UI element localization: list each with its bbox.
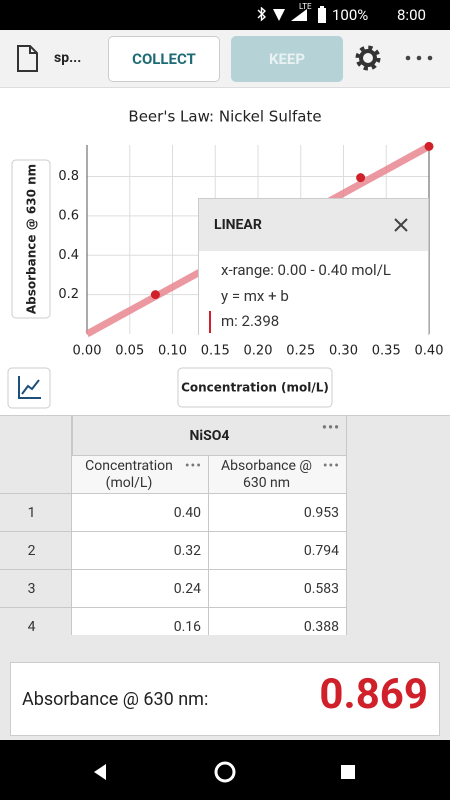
meter-area: Absorbance @ 630 nm: 0.869 [0, 635, 450, 740]
table-cell: 0.794 [209, 532, 347, 570]
x-tick-label: 0.30 [329, 344, 358, 359]
graph-tools-button[interactable] [7, 367, 51, 409]
recents-button[interactable] [341, 765, 355, 779]
fit-x-range: x-range: 0.00 - 0.40 mol/L [221, 261, 391, 279]
column-header[interactable]: Absorbance @ 630 nm ••• [209, 456, 347, 494]
more-icon[interactable] [404, 54, 434, 62]
file-icon[interactable] [16, 44, 40, 74]
fit-panel: LINEAR x-range: 0.00 - 0.40 mol/L y = mx… [198, 198, 429, 335]
x-tick-label: 0.10 [158, 344, 187, 359]
y-axis-label: Absorbance @ 630 nm [25, 164, 39, 314]
more[interactable]: ••• [184, 458, 202, 474]
status-icons [257, 7, 307, 22]
table-cell: 0.583 [209, 570, 347, 608]
fit-panel-header [199, 199, 428, 251]
fit-equation: y = mx + b [221, 287, 289, 305]
x-label-box[interactable] [177, 367, 333, 408]
fit-title: LINEAR [214, 217, 262, 233]
keep-button[interactable]: KEEP [231, 36, 343, 82]
more[interactable]: ••• [322, 458, 340, 474]
x-tick-label: 0.15 [201, 344, 230, 359]
close-icon[interactable] [394, 218, 408, 232]
y-tick-label: 0.6 [58, 208, 79, 223]
column-title: Concentration (mol/L) [85, 457, 173, 491]
toolbar: sp... COLLECT KEEP [0, 30, 450, 88]
chart-title: Beer's Law: Nickel Sulfate [128, 108, 321, 126]
data-point [424, 141, 434, 151]
y-tick-label: 0.4 [58, 248, 79, 263]
row-number: 4 [0, 608, 72, 635]
column-title: Absorbance @ 630 nm [221, 457, 312, 491]
x-tick-label: 0.25 [286, 344, 315, 359]
fit-slope: m: 2.398 [221, 312, 280, 330]
back-button[interactable] [94, 764, 106, 780]
home-button[interactable] [214, 761, 236, 783]
meter-label: Absorbance @ 630 nm: [22, 689, 209, 710]
corner-cell [0, 416, 72, 494]
graph-tools-icon [18, 376, 41, 399]
status-bar: LTE 100% 8:00 [0, 0, 450, 30]
y-tick-label: 0.2 [58, 287, 79, 302]
battery: 100% [332, 6, 369, 24]
table-cell: 0.24 [72, 570, 209, 608]
nav-bar [0, 740, 450, 800]
x-tick-label: 0.00 [73, 344, 102, 359]
meter-value: 0.869 [319, 670, 428, 719]
network: LTE [299, 2, 312, 11]
battery-icon [318, 6, 326, 23]
group-header[interactable]: NiSO4 ••• [72, 416, 347, 456]
x-tick-label: 0.20 [244, 344, 273, 359]
table-cell: 0.32 [72, 532, 209, 570]
row-number: 1 [0, 494, 72, 532]
x-tick-label: 0.35 [372, 344, 401, 359]
x-tick-label: 0.40 [415, 344, 444, 359]
fit-color-bar [209, 311, 211, 333]
group-name: NiSO4 [189, 427, 230, 444]
y-tick-label: 0.8 [58, 169, 79, 184]
table-cell: 0.16 [72, 608, 209, 635]
row-number: 3 [0, 570, 72, 608]
data-point [356, 173, 366, 183]
row-number: 2 [0, 532, 72, 570]
more[interactable]: ••• [321, 420, 340, 436]
y-label-box[interactable] [11, 159, 51, 319]
meter-box [10, 662, 440, 736]
table-cell: 0.40 [72, 494, 209, 532]
settings-icon[interactable] [352, 42, 384, 74]
clock: 8:00 [397, 6, 426, 24]
nav-icons [94, 761, 355, 783]
data-table: NiSO4 ••• Concentration (mol/L) ••• Absorba… [0, 415, 450, 635]
table-cell: 0.388 [209, 608, 347, 635]
file-name[interactable]: sp... [54, 50, 82, 66]
collect-button[interactable]: COLLECT [108, 36, 220, 82]
x-tick-label: 0.05 [115, 344, 144, 359]
table-cell: 0.953 [209, 494, 347, 532]
column-header[interactable]: Concentration (mol/L) ••• [72, 456, 209, 494]
x-axis-label: Concentration (mol/L) [181, 381, 329, 395]
data-point [150, 290, 160, 300]
